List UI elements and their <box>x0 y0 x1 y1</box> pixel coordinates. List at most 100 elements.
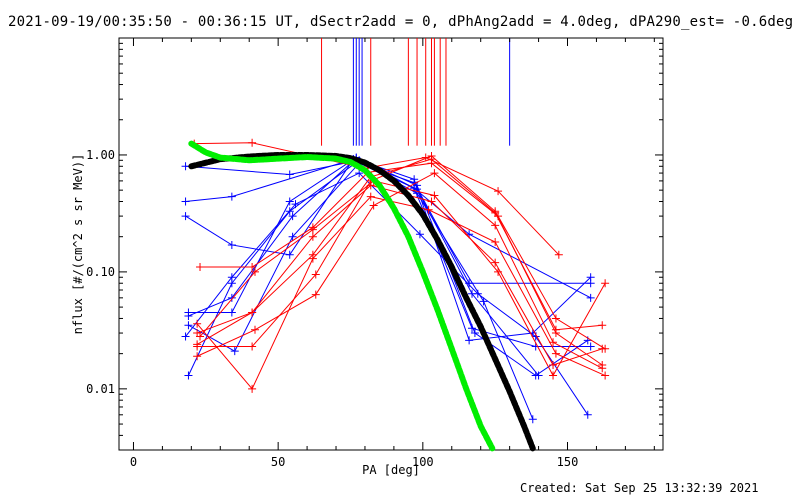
data-point <box>184 321 193 330</box>
data-point <box>308 254 317 263</box>
data-point <box>311 270 320 279</box>
data-point <box>248 263 257 272</box>
data-point <box>601 371 610 380</box>
data-point <box>465 336 474 345</box>
series-line <box>196 172 603 369</box>
data-point <box>181 212 190 221</box>
data-point <box>551 349 560 358</box>
data-point <box>551 314 560 323</box>
series-line <box>194 142 560 256</box>
data-point <box>366 181 375 190</box>
series-line <box>197 155 603 366</box>
data-point <box>311 290 320 299</box>
data-point <box>534 371 543 380</box>
data-point <box>554 250 563 259</box>
data-point <box>181 332 190 341</box>
data-point <box>285 250 294 259</box>
series-line <box>185 172 589 416</box>
plot-frame <box>118 37 664 451</box>
data-point <box>285 170 294 179</box>
data-point <box>227 192 236 201</box>
data-point <box>549 371 558 380</box>
data-point <box>549 360 558 369</box>
y-axis-label: nflux [#/(cm^2 s sr MeV)] <box>71 154 85 335</box>
y-tick-label: 0.01 <box>86 382 115 396</box>
data-point <box>308 225 317 234</box>
x-tick-label: 0 <box>130 455 137 469</box>
data-point <box>248 308 257 317</box>
data-point <box>427 197 436 206</box>
data-point <box>430 191 439 200</box>
series-line <box>188 156 591 348</box>
data-point <box>196 263 205 272</box>
chart-title: 2021-09-19/00:35:50 - 00:36:15 UT, dSect… <box>8 14 794 30</box>
data-point <box>410 175 419 184</box>
axis-ticks: 0 50 100 150 0.01 0.10 1.00 <box>86 38 663 469</box>
data-point <box>586 273 595 282</box>
x-axis-label: PA [deg] <box>362 463 420 477</box>
data-point <box>531 342 540 351</box>
data-point <box>470 329 479 338</box>
data-point <box>227 240 236 249</box>
data-point <box>424 205 433 214</box>
series-line <box>187 159 592 376</box>
data-point <box>598 321 607 330</box>
data-point <box>598 364 607 373</box>
data-point <box>430 169 439 178</box>
data-point <box>583 410 592 419</box>
data-point <box>181 197 190 206</box>
data-point <box>227 308 236 317</box>
data-point <box>528 415 537 424</box>
data-point <box>551 329 560 338</box>
data-point <box>415 230 424 239</box>
data-point <box>366 192 375 201</box>
data-point <box>288 212 297 221</box>
data-point <box>491 207 500 216</box>
created-timestamp: Created: Sat Sep 25 13:32:39 2021 <box>520 481 759 495</box>
data-point <box>494 187 503 196</box>
y-tick-label: 1.00 <box>86 148 115 162</box>
data-point <box>601 279 610 288</box>
data-point <box>427 151 436 160</box>
data-point <box>369 201 378 210</box>
x-tick-label: 50 <box>271 455 285 469</box>
data-point <box>285 197 294 206</box>
data-point <box>227 293 236 302</box>
fit-curves <box>188 140 536 452</box>
data-point <box>586 342 595 351</box>
data-point <box>196 332 205 341</box>
data-point <box>491 238 500 247</box>
data-point <box>491 258 500 267</box>
data-point <box>291 200 300 209</box>
series-line <box>196 196 606 390</box>
series-line <box>196 184 603 366</box>
data-point <box>308 232 317 241</box>
data-point <box>193 340 202 349</box>
data-point <box>473 289 482 298</box>
data-point <box>248 138 257 147</box>
data-point <box>227 273 236 282</box>
fit-curve <box>188 151 536 452</box>
data-point <box>248 342 257 351</box>
data-point <box>288 232 297 241</box>
fit-curve <box>188 140 496 452</box>
data-point <box>586 293 595 302</box>
data-point <box>193 319 202 328</box>
y-tick-label: 0.10 <box>86 265 115 279</box>
x-tick-label: 100 <box>412 455 434 469</box>
data-point <box>248 384 257 393</box>
data-point <box>491 221 500 230</box>
x-tick-label: 150 <box>557 455 579 469</box>
data-point <box>181 162 190 171</box>
data-point <box>193 352 202 361</box>
series-line <box>200 162 606 350</box>
data-point <box>230 347 239 356</box>
data-point <box>184 311 193 320</box>
data-point <box>598 344 607 353</box>
data-point <box>479 297 488 306</box>
data-point <box>251 325 259 334</box>
data-point <box>549 338 558 347</box>
vertical-markers <box>321 38 511 146</box>
data-point <box>184 371 193 380</box>
